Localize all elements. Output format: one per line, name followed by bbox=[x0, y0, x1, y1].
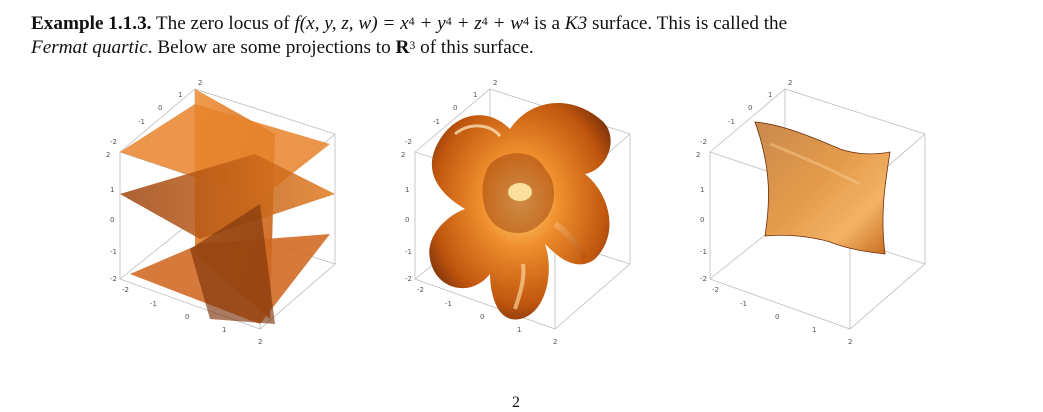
tick: -2 bbox=[700, 275, 707, 283]
tick: -2 bbox=[405, 138, 412, 146]
tick: 0 bbox=[158, 104, 162, 112]
tick: 1 bbox=[222, 326, 226, 334]
figure-row: 2 1 0 -1 -2 2 1 0 -1 -2 -2 -1 0 1 2 bbox=[0, 74, 1043, 374]
math-f: f(x, y, z, w) = x bbox=[294, 13, 409, 34]
tick: -1 bbox=[110, 248, 117, 256]
fermat-term: Fermat quartic bbox=[31, 37, 148, 58]
tick: 0 bbox=[110, 216, 114, 224]
planes-plot: 2 1 0 -1 -2 2 1 0 -1 -2 -2 -1 0 1 2 bbox=[106, 79, 336, 346]
tick: -2 bbox=[712, 286, 719, 294]
tick: -1 bbox=[728, 118, 735, 126]
text-2: is a bbox=[529, 13, 565, 34]
tick: 2 bbox=[553, 338, 557, 346]
tick: 1 bbox=[768, 91, 772, 99]
plane-horizontal bbox=[120, 154, 335, 239]
figure-sheet: 2 1 0 -1 -2 2 1 0 -1 -2 -2 -1 0 1 2 bbox=[690, 74, 935, 354]
tick: -2 bbox=[417, 286, 424, 294]
text-5: of this surface. bbox=[415, 37, 534, 58]
k3-term: K3 bbox=[564, 13, 588, 34]
tick: 2 bbox=[258, 338, 262, 346]
sheet-sheen bbox=[769, 142, 861, 186]
page-number: 2 bbox=[512, 394, 520, 411]
math-y: + y bbox=[414, 13, 446, 34]
tick: 0 bbox=[748, 104, 752, 112]
tick: 0 bbox=[453, 104, 457, 112]
tick: 2 bbox=[788, 79, 792, 87]
surface-fold bbox=[553, 221, 588, 261]
real-R: R bbox=[395, 37, 410, 58]
tick: 0 bbox=[775, 313, 779, 321]
tick: -1 bbox=[138, 118, 145, 126]
tick: 0 bbox=[480, 313, 484, 321]
math-w: + w bbox=[487, 13, 524, 34]
tick: 1 bbox=[473, 91, 477, 99]
tick: 2 bbox=[696, 151, 700, 159]
tick: -2 bbox=[110, 138, 117, 146]
tick: 2 bbox=[493, 79, 497, 87]
tick: 1 bbox=[812, 326, 816, 334]
surface-specular-2 bbox=[513, 263, 526, 310]
tick: 1 bbox=[405, 186, 409, 194]
tick: 1 bbox=[700, 186, 704, 194]
example-label: Example 1.1.3. bbox=[31, 13, 152, 34]
exp-y: 4 bbox=[445, 14, 452, 28]
tick: 2 bbox=[198, 79, 202, 87]
sheet-surface bbox=[754, 121, 891, 255]
tick: -2 bbox=[122, 286, 129, 294]
tick: 2 bbox=[401, 151, 405, 159]
tick: 1 bbox=[178, 91, 182, 99]
tick: -1 bbox=[405, 248, 412, 256]
real-exp: 3 bbox=[409, 38, 416, 52]
exp-w: 4 bbox=[523, 14, 530, 28]
figure-planes: 2 1 0 -1 -2 2 1 0 -1 -2 -2 -1 0 1 2 bbox=[100, 74, 345, 354]
tick: 0 bbox=[700, 216, 704, 224]
tick: 0 bbox=[185, 313, 189, 321]
surface-specular bbox=[454, 124, 502, 138]
tick: 2 bbox=[106, 151, 110, 159]
tick: 1 bbox=[110, 186, 114, 194]
example-paragraph: Example 1.1.3. The zero locus of f(x, y,… bbox=[31, 12, 1021, 60]
tick: -1 bbox=[445, 300, 452, 308]
tick: -2 bbox=[405, 275, 412, 283]
math-z: + z bbox=[451, 13, 482, 34]
text-3: surface. This is called the bbox=[587, 13, 788, 34]
text-4: . Below are some projections to bbox=[147, 37, 396, 58]
surface-plot: 2 1 0 -1 -2 2 1 0 -1 -2 -2 -1 0 1 2 bbox=[401, 79, 631, 346]
tick: -1 bbox=[700, 248, 707, 256]
plane-shadow bbox=[190, 204, 275, 324]
tick: 0 bbox=[405, 216, 409, 224]
figure-fermat-surface: 2 1 0 -1 -2 2 1 0 -1 -2 -2 -1 0 1 2 bbox=[395, 74, 640, 354]
tick: -1 bbox=[740, 300, 747, 308]
axis-ticks: 2 1 0 -1 -2 2 1 0 -1 -2 -2 -1 0 1 2 bbox=[696, 79, 852, 346]
axis-ticks: 2 1 0 -1 -2 2 1 0 -1 -2 -2 -1 0 1 2 bbox=[106, 79, 262, 346]
exp-z: 4 bbox=[481, 14, 488, 28]
surface-highlight bbox=[508, 183, 532, 201]
text-1: The zero locus of bbox=[151, 13, 295, 34]
tick: -2 bbox=[700, 138, 707, 146]
exp-x: 4 bbox=[408, 14, 415, 28]
tick: -1 bbox=[433, 118, 440, 126]
tick: -2 bbox=[110, 275, 117, 283]
axis-ticks: 2 1 0 -1 -2 2 1 0 -1 -2 -2 -1 0 1 2 bbox=[401, 79, 557, 346]
tick: -1 bbox=[150, 300, 157, 308]
tick: 2 bbox=[848, 338, 852, 346]
tick: 1 bbox=[517, 326, 521, 334]
sheet-plot: 2 1 0 -1 -2 2 1 0 -1 -2 -2 -1 0 1 2 bbox=[696, 79, 926, 346]
